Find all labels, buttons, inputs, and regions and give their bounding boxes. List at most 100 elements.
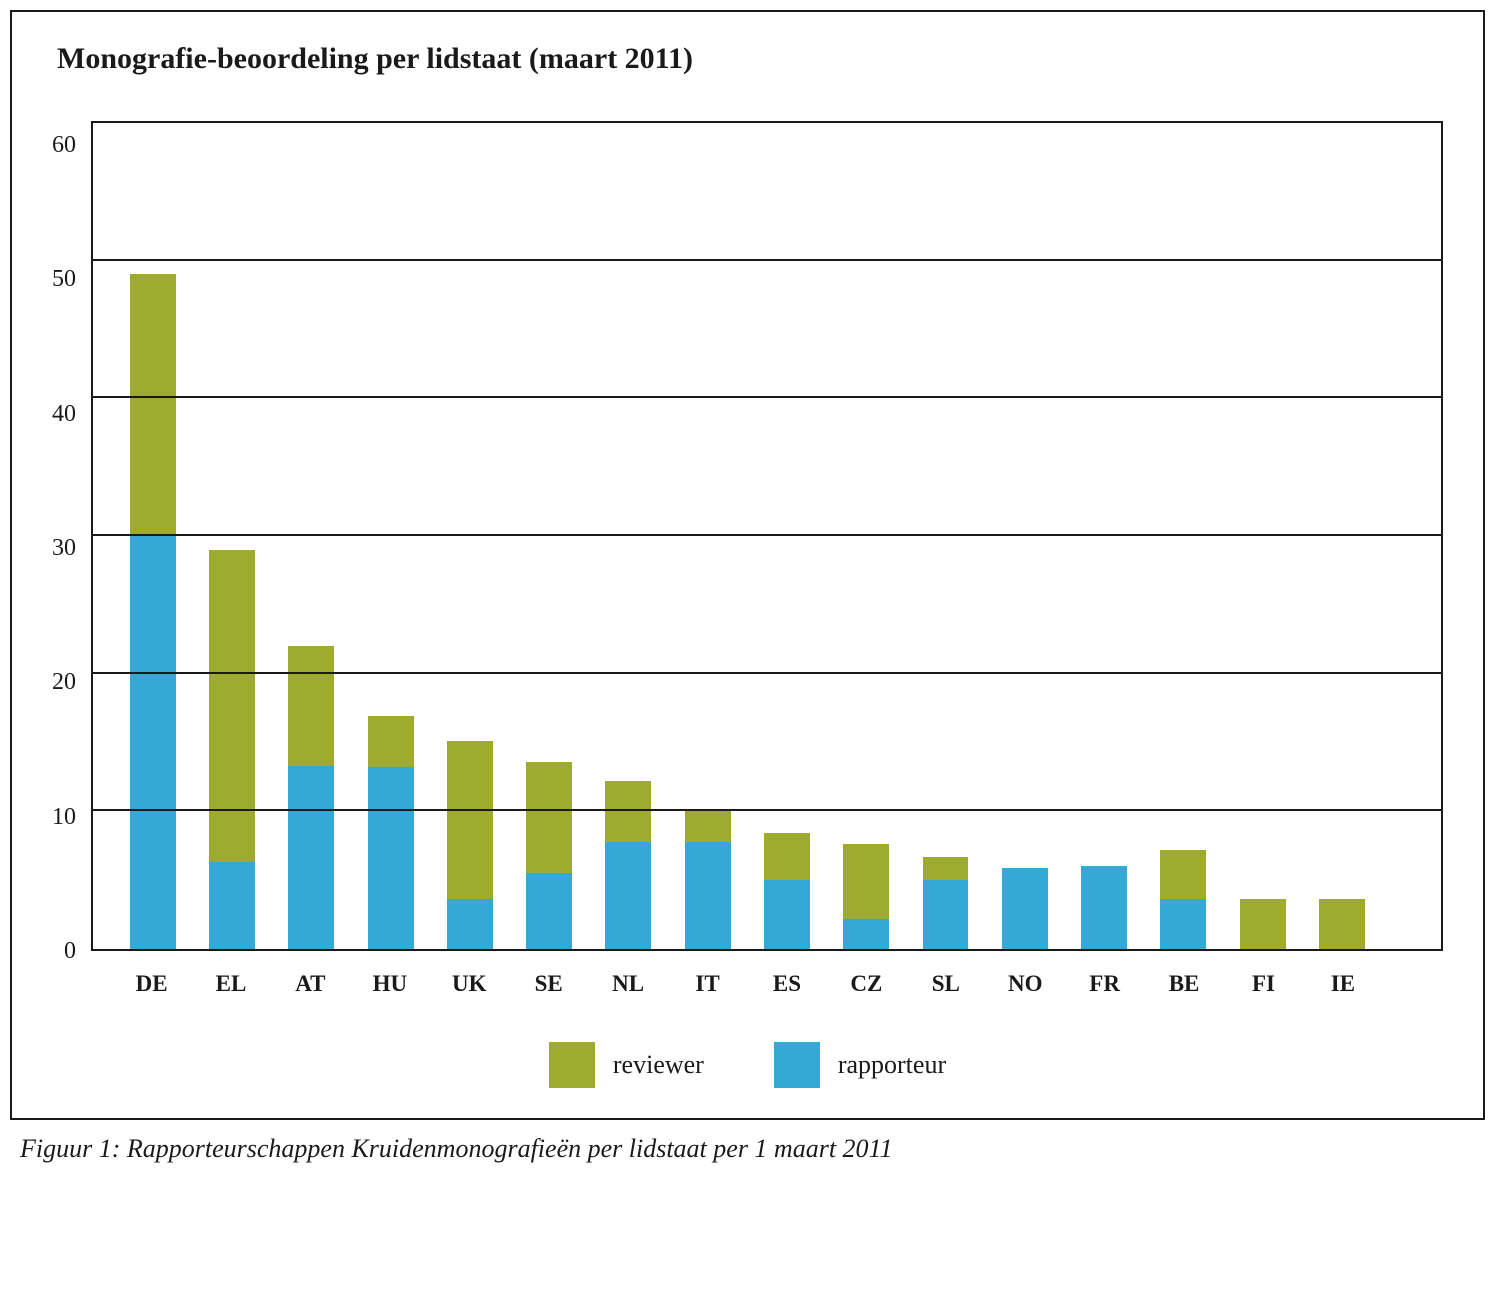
y-tick-label: 40 xyxy=(52,402,76,426)
bar-stack xyxy=(685,123,731,949)
bar-segment-rapporteur xyxy=(923,880,969,949)
bar-slot xyxy=(1302,123,1381,949)
gridline xyxy=(93,396,1441,398)
bar-segment-reviewer xyxy=(288,646,334,766)
bar-segment-rapporteur xyxy=(685,842,731,949)
x-tick-label: SL xyxy=(906,971,985,997)
bar-slot xyxy=(589,123,668,949)
plot-row: 6050403020100 xyxy=(52,121,1443,951)
bar-segment-rapporteur xyxy=(368,767,414,949)
legend-swatch xyxy=(549,1042,595,1088)
gridline xyxy=(93,809,1441,811)
legend-item-rapporteur: rapporteur xyxy=(774,1042,946,1088)
gridline xyxy=(93,534,1441,536)
x-tick-label: DE xyxy=(112,971,191,997)
bar-segment-rapporteur xyxy=(1081,866,1127,949)
bar-stack xyxy=(1319,123,1365,949)
bar-stack xyxy=(1160,123,1206,949)
x-axis-row: DEELATHUUKSENLITESCZSLNOFRBEFIIE xyxy=(52,951,1443,997)
x-tick-label: HU xyxy=(350,971,429,997)
bar-segment-reviewer xyxy=(605,781,651,842)
bar-segment-rapporteur xyxy=(1002,868,1048,949)
bar-segment-rapporteur xyxy=(843,919,889,949)
x-tick-label: IE xyxy=(1303,971,1382,997)
bar-slot xyxy=(747,123,826,949)
x-tick-label: IT xyxy=(668,971,747,997)
figure-caption: Figuur 1: Rapporteurschappen Kruidenmono… xyxy=(20,1134,1485,1164)
bar-stack xyxy=(447,123,493,949)
legend-swatch xyxy=(774,1042,820,1088)
chart-title: Monografie-beoordeling per lidstaat (maa… xyxy=(57,42,1443,76)
y-tick-label: 10 xyxy=(52,805,76,829)
bar-segment-rapporteur xyxy=(605,842,651,949)
bar-segment-reviewer xyxy=(1319,899,1365,949)
bar-slot xyxy=(351,123,430,949)
bar-segment-reviewer xyxy=(843,844,889,918)
x-tick-label: FR xyxy=(1065,971,1144,997)
bar-slot xyxy=(985,123,1064,949)
x-tick-label: UK xyxy=(430,971,509,997)
x-tick-label: AT xyxy=(271,971,350,997)
bar-segment-reviewer xyxy=(526,762,572,874)
bar-segment-reviewer xyxy=(1160,850,1206,900)
bar-segment-rapporteur xyxy=(209,862,255,949)
legend-item-reviewer: reviewer xyxy=(549,1042,704,1088)
legend-label: rapporteur xyxy=(838,1050,946,1080)
legend-label: reviewer xyxy=(613,1050,704,1080)
bar-slot xyxy=(192,123,271,949)
bar-stack xyxy=(1240,123,1286,949)
bar-stack xyxy=(923,123,969,949)
bar-segment-rapporteur xyxy=(447,899,493,949)
bar-segment-reviewer xyxy=(368,716,414,767)
bar-stack xyxy=(368,123,414,949)
chart-box: Monografie-beoordeling per lidstaat (maa… xyxy=(10,10,1485,1120)
y-tick-label: 0 xyxy=(64,939,76,963)
bar-slot xyxy=(1223,123,1302,949)
bar-slot xyxy=(906,123,985,949)
bar-stack xyxy=(526,123,572,949)
figure-wrap: Monografie-beoordeling per lidstaat (maa… xyxy=(0,0,1495,1164)
bar-segment-rapporteur xyxy=(1160,899,1206,949)
bar-segment-reviewer xyxy=(764,833,810,880)
x-tick-label: ES xyxy=(747,971,826,997)
gridline xyxy=(93,672,1441,674)
x-tick-label: SE xyxy=(509,971,588,997)
y-axis: 6050403020100 xyxy=(52,121,91,951)
gridline xyxy=(93,259,1441,261)
bar-slot xyxy=(113,123,192,949)
x-axis: DEELATHUUKSENLITESCZSLNOFRBEFIIE xyxy=(91,971,1443,997)
x-tick-label: NO xyxy=(986,971,1065,997)
bar-slot xyxy=(430,123,509,949)
bar-stack xyxy=(764,123,810,949)
x-tick-label: FI xyxy=(1224,971,1303,997)
bar-segment-rapporteur xyxy=(764,880,810,949)
plot-area xyxy=(91,121,1443,951)
y-tick-label: 60 xyxy=(52,133,76,157)
bar-segment-rapporteur xyxy=(130,536,176,949)
bar-segment-rapporteur xyxy=(526,873,572,949)
bar-slot xyxy=(1144,123,1223,949)
bar-slot xyxy=(1064,123,1143,949)
bar-segment-reviewer xyxy=(1240,899,1286,949)
bar-segment-reviewer xyxy=(130,274,176,536)
bar-segment-reviewer xyxy=(209,550,255,863)
x-tick-label: NL xyxy=(588,971,667,997)
bar-segment-reviewer xyxy=(447,741,493,899)
bar-slot xyxy=(827,123,906,949)
bar-stack xyxy=(605,123,651,949)
bar-stack xyxy=(288,123,334,949)
bar-stack xyxy=(1081,123,1127,949)
bar-stack xyxy=(1002,123,1048,949)
bar-stack xyxy=(209,123,255,949)
x-tick-label: BE xyxy=(1144,971,1223,997)
bar-segment-reviewer xyxy=(923,857,969,880)
y-tick-label: 20 xyxy=(52,670,76,694)
y-tick-label: 50 xyxy=(52,267,76,291)
bar-slot xyxy=(272,123,351,949)
bar-segment-rapporteur xyxy=(288,766,334,949)
legend: reviewer rapporteur xyxy=(52,1042,1443,1088)
bar-slot xyxy=(510,123,589,949)
bar-slot xyxy=(668,123,747,949)
x-tick-label: CZ xyxy=(827,971,906,997)
y-tick-label: 30 xyxy=(52,536,76,560)
